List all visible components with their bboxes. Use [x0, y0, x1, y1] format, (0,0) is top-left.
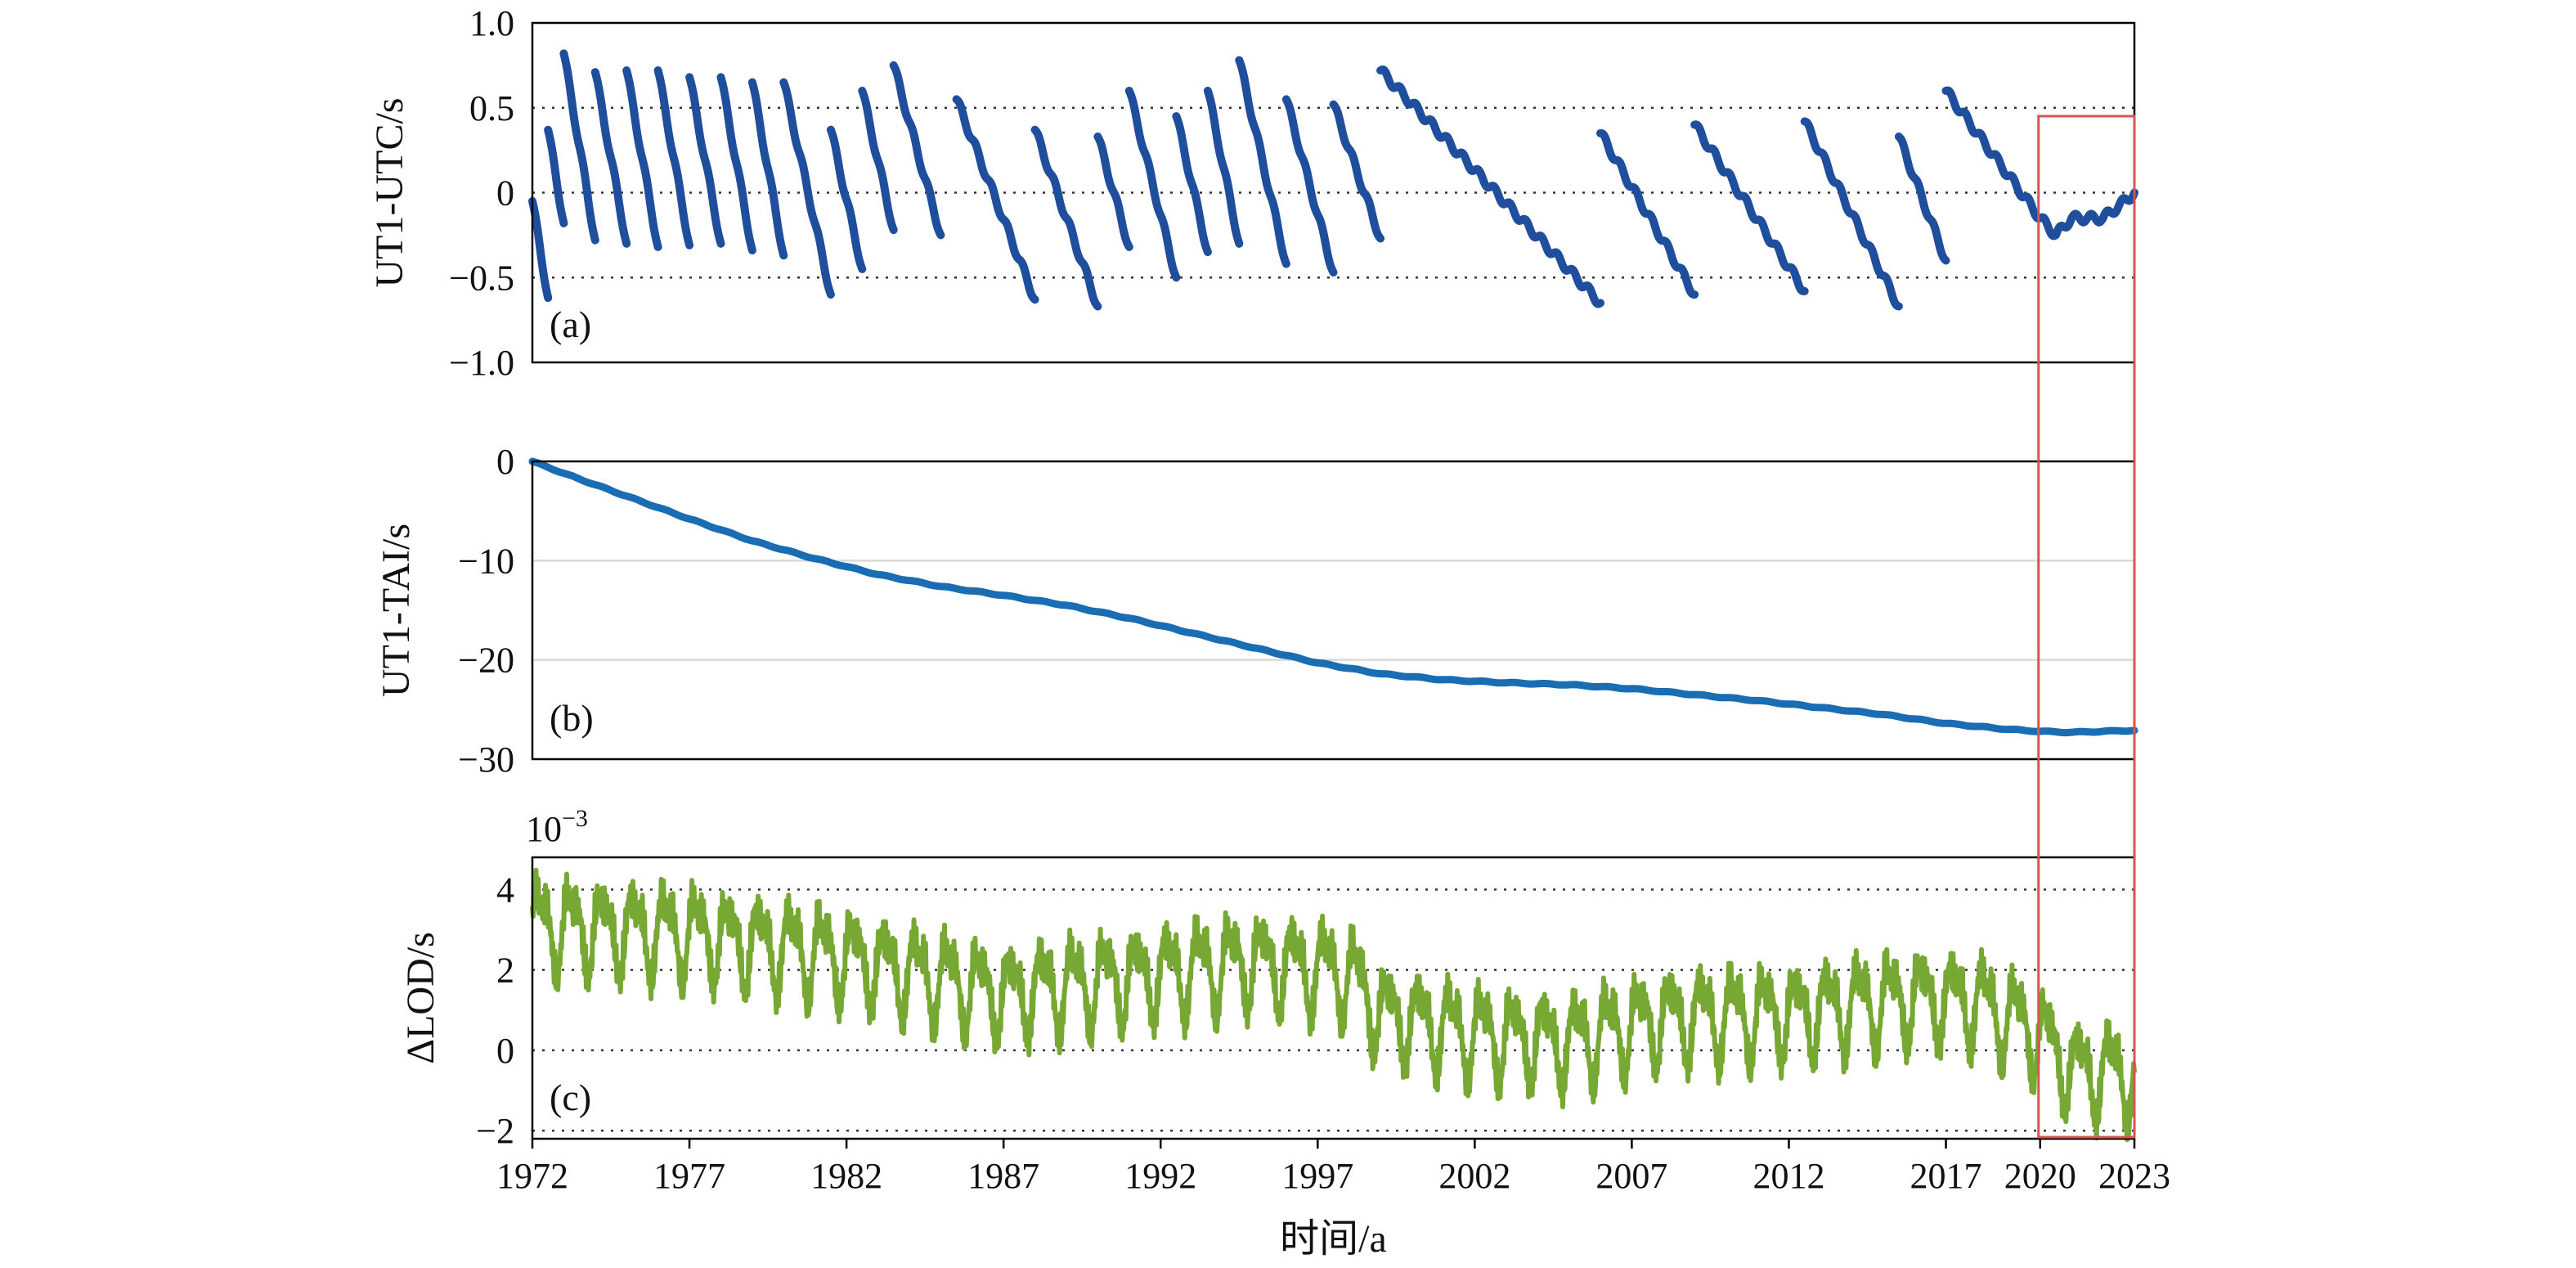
series-line-a-7 — [716, 73, 756, 254]
panel-b-y-label: UT1-TAI/s — [375, 524, 418, 697]
panel-c-y-ticks: 4 2 0 −2 — [476, 870, 514, 1151]
y-tick-label-c-3: −2 — [476, 1111, 514, 1151]
panel-b-tag: (b) — [550, 697, 594, 739]
x-tick-label-10: 2020 — [2004, 1156, 2076, 1196]
series-line-a-4 — [622, 66, 662, 251]
panel-b-y-ticks: 0 −10 −20 −30 — [458, 442, 514, 780]
panel-a-ut1-utc: 1.0 0.5 0 −0.5 −1.0 UT1-UTC/s (a) — [368, 3, 2138, 383]
series-line-a-0 — [528, 196, 553, 303]
y-tick-label-b-2: −20 — [458, 641, 514, 681]
panel-c-y-label: ΔLOD/s — [399, 932, 442, 1064]
series-line-a-18 — [1203, 87, 1244, 248]
y-tick-label-a-3: −0.5 — [449, 258, 514, 298]
panel-a-tag: (a) — [550, 304, 591, 345]
series-line-a-16 — [1124, 87, 1181, 282]
x-tick-label-11: 2023 — [2098, 1156, 2170, 1196]
panel-c-grid — [532, 888, 2134, 1132]
panel-c-delta-lod: 4 2 0 −2 ΔLOD/s (c) 10−3 — [399, 805, 2137, 1151]
panel-c-series — [530, 867, 2137, 1143]
series-line-a-1 — [544, 125, 568, 227]
x-tick-label-7: 2007 — [1595, 1156, 1667, 1196]
y-tick-label-c-2: 0 — [496, 1031, 514, 1071]
series-line-a-15 — [1093, 133, 1133, 251]
panel-c-tag: (c) — [550, 1077, 591, 1118]
series-line-a-11 — [858, 87, 898, 235]
x-tick-label-3: 1987 — [967, 1156, 1039, 1196]
x-tick-label-6: 2002 — [1438, 1156, 1510, 1196]
series-line-a-10 — [826, 125, 867, 273]
y-tick-label-a-2: 0 — [496, 173, 514, 214]
series-line-a-2 — [559, 49, 599, 245]
series-line-a-13 — [952, 95, 1039, 304]
x-tick-label-4: 1992 — [1124, 1156, 1196, 1196]
panel-c-scale-note: 10−3 — [526, 805, 588, 849]
x-tick-label-2: 1982 — [810, 1156, 882, 1196]
panel-a-grid — [532, 106, 2134, 279]
y-tick-label-b-0: 0 — [496, 442, 514, 482]
series-line-a-20 — [1281, 95, 1338, 277]
panel-b-grid — [532, 560, 2134, 661]
series-line-a-8 — [747, 78, 788, 260]
highlight-box-2020-2023 — [2037, 115, 2136, 1139]
panel-a-y-ticks: 1.0 0.5 0 −0.5 −1.0 — [449, 3, 514, 383]
scale-exponent: −3 — [562, 805, 588, 832]
series-line-a-5 — [653, 66, 694, 250]
series-line-a-17 — [1172, 112, 1212, 257]
y-tick-label-b-1: −10 — [458, 541, 514, 581]
series-line-a-6 — [685, 73, 725, 248]
series-line-a-9 — [779, 78, 835, 299]
panel-b-series — [528, 457, 2138, 737]
series-line-c-0 — [530, 867, 2137, 1143]
series-line-a-14 — [1030, 125, 1102, 311]
series-line-a-19 — [1235, 56, 1290, 268]
series-line-a-3 — [590, 68, 631, 248]
panel-a-series — [528, 49, 2138, 311]
y-tick-label-a-1: 0.5 — [469, 88, 514, 128]
x-tick-label-5: 1997 — [1281, 1156, 1353, 1196]
x-tick-label-9: 2017 — [1910, 1156, 1982, 1196]
x-tick-label-0: 1972 — [496, 1156, 568, 1196]
series-line-a-22 — [1376, 65, 1604, 308]
x-axis-ticks: 1972 1977 1982 1987 1992 1997 2002 2007 2012 2017… — [496, 1139, 2170, 1196]
x-axis-label: 时间/a — [1280, 1217, 1387, 1261]
series-line-a-25 — [1800, 117, 1903, 311]
series-line-a-27 — [1941, 86, 2138, 241]
series-line-a-26 — [1894, 133, 1950, 265]
y-tick-label-a-0: 1.0 — [469, 3, 514, 43]
x-tick-label-1: 1977 — [653, 1156, 725, 1196]
x-tick-label-8: 2012 — [1752, 1156, 1824, 1196]
y-tick-label-c-1: 2 — [496, 951, 514, 991]
y-tick-label-c-0: 4 — [496, 870, 514, 910]
series-line-b-0 — [528, 457, 2138, 737]
series-line-a-24 — [1690, 120, 1809, 295]
y-tick-label-a-4: −1.0 — [449, 343, 514, 383]
y-tick-label-b-3: −30 — [458, 740, 514, 780]
panel-a-y-label: UT1-UTC/s — [368, 98, 411, 288]
series-line-a-23 — [1596, 128, 1699, 299]
series-line-a-12 — [889, 61, 945, 240]
series-line-a-21 — [1329, 100, 1385, 243]
panel-b-ut1-tai: 0 −10 −20 −30 UT1-TAI/s (b) — [375, 442, 2138, 780]
